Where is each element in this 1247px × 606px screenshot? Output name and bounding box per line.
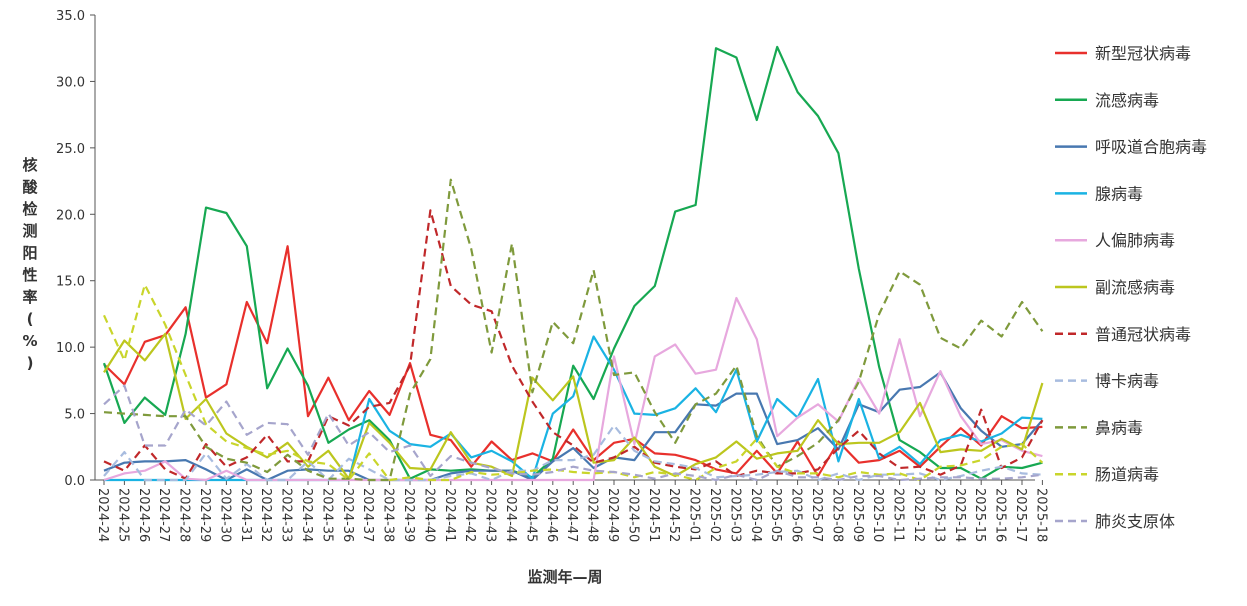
legend-label-4: 人偏肺病毒 xyxy=(1095,231,1175,250)
x-tick-label: 2025-09 xyxy=(850,488,865,542)
x-tick-label: 2024-50 xyxy=(625,488,640,542)
y-tick-label: 5.0 xyxy=(64,408,85,423)
x-tick-label: 2025-12 xyxy=(911,488,926,542)
x-tick-label: 2024-36 xyxy=(340,488,355,542)
series-line-5 xyxy=(103,332,1044,480)
x-tick-label: 2024-46 xyxy=(544,488,559,542)
legend-label-10: 肺炎支原体 xyxy=(1095,512,1175,531)
x-tick-label: 2024-30 xyxy=(217,488,232,542)
x-tick-label: 2025-02 xyxy=(707,488,722,542)
x-tick-label: 2024-34 xyxy=(299,488,314,542)
x-tick-label: 2024-35 xyxy=(319,488,334,542)
y-tick-label: 30.0 xyxy=(56,75,85,90)
x-tick-label: 2024-42 xyxy=(462,488,477,542)
y-tick-label: 35.0 xyxy=(56,9,85,24)
x-tick-label: 2024-28 xyxy=(177,488,192,542)
x-tick-label: 2024-24 xyxy=(95,488,110,542)
x-tick-label: 2024-47 xyxy=(564,488,579,542)
y-tick-label: 10.0 xyxy=(56,341,85,356)
x-tick-label: 2024-33 xyxy=(279,488,294,542)
x-tick-label: 2024-43 xyxy=(483,488,498,542)
legend-label-6: 普通冠状病毒 xyxy=(1095,325,1191,344)
x-tick-label: 2025-04 xyxy=(748,488,763,542)
legend-label-9: 肠道病毒 xyxy=(1095,465,1159,484)
legend-label-2: 呼吸道合胞病毒 xyxy=(1095,138,1207,157)
x-tick-label: 2024-45 xyxy=(523,488,538,542)
legend-label-0: 新型冠状病毒 xyxy=(1095,44,1191,63)
legend-label-5: 副流感病毒 xyxy=(1095,278,1175,297)
x-tick-label: 2025-16 xyxy=(993,488,1008,542)
x-tick-label: 2024-27 xyxy=(156,488,171,542)
x-tick-label: 2024-49 xyxy=(605,488,620,542)
x-tick-label: 2025-07 xyxy=(809,488,824,542)
series-layer xyxy=(102,45,1044,482)
x-tick-label: 2024-40 xyxy=(421,488,436,542)
x-tick-label: 2024-39 xyxy=(401,488,416,542)
legend-label-3: 腺病毒 xyxy=(1095,184,1143,203)
x-tick-label: 2024-29 xyxy=(197,488,212,542)
y-tick-label: 0.0 xyxy=(64,474,85,489)
series-line-10 xyxy=(103,384,1043,482)
x-axis: 2024-24 2024-25 2024-26 2024-27 2024-28 2024-… xyxy=(95,479,1048,542)
series-line-7 xyxy=(103,424,1043,482)
x-tick-label: 2025-10 xyxy=(870,488,885,542)
series-line-2 xyxy=(103,371,1044,482)
legend-label-8: 鼻病毒 xyxy=(1095,418,1143,437)
x-tick-label: 2025-01 xyxy=(687,488,702,542)
x-tick-label: 2025-17 xyxy=(1013,488,1028,542)
x-tick-label: 2024-26 xyxy=(136,488,151,542)
x-tick-label: 2024-38 xyxy=(381,488,396,542)
y-tick-label: 15.0 xyxy=(56,275,85,290)
x-tick-label: 2025-08 xyxy=(829,488,844,542)
x-tick-label: 2025-05 xyxy=(768,488,783,542)
x-tick-label: 2024-51 xyxy=(646,488,661,542)
series-line-6 xyxy=(103,209,1044,480)
x-tick-label: 2025-13 xyxy=(931,488,946,542)
y-axis-label: 核酸检测阳性率(%) xyxy=(22,156,38,372)
x-axis-label: 监测年—周 xyxy=(527,568,602,586)
x-tick-label: 2025-15 xyxy=(972,488,987,542)
x-tick-label: 2024-37 xyxy=(360,488,375,542)
x-tick-label: 2025-18 xyxy=(1033,488,1048,542)
x-tick-label: 2024-52 xyxy=(666,488,681,542)
legend: 新型冠状病毒流感病毒呼吸道合胞病毒腺病毒人偏肺病毒副流感病毒普通冠状病毒博卡病毒… xyxy=(1055,44,1207,531)
legend-label-1: 流感病毒 xyxy=(1095,91,1159,110)
x-tick-label: 2024-48 xyxy=(585,488,600,542)
x-tick-label: 2025-06 xyxy=(789,488,804,542)
x-tick-label: 2025-14 xyxy=(952,488,967,542)
y-tick-label: 20.0 xyxy=(56,208,85,223)
series-line-9 xyxy=(102,283,1044,482)
x-tick-label: 2025-03 xyxy=(727,488,742,542)
x-tick-label: 2025-11 xyxy=(891,488,906,542)
y-tick-label: 25.0 xyxy=(56,142,85,157)
x-tick-label: 2024-25 xyxy=(115,488,130,542)
x-tick-label: 2024-31 xyxy=(238,488,253,542)
series-line-1 xyxy=(102,45,1043,480)
legend-label-7: 博卡病毒 xyxy=(1095,372,1159,391)
x-tick-label: 2024-44 xyxy=(503,488,518,542)
x-tick-label: 2024-32 xyxy=(258,488,273,542)
y-axis: 0.0 5.0 10.0 15.0 20.0 25.0 30.0 35.0 xyxy=(56,9,96,489)
series-line-4 xyxy=(103,296,1043,482)
series-line-8 xyxy=(103,178,1044,482)
x-tick-label: 2024-41 xyxy=(442,488,457,542)
